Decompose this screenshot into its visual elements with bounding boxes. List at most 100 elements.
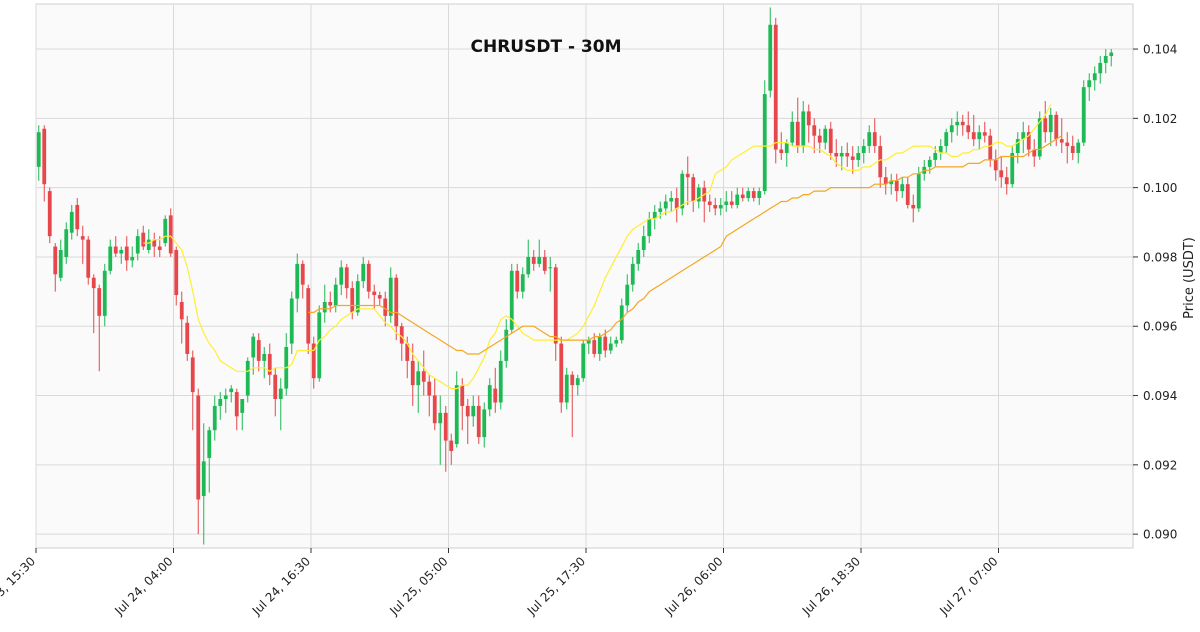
candle-body-down xyxy=(707,201,712,205)
candle-body-up xyxy=(669,198,674,202)
candle-body-down xyxy=(267,353,272,375)
candle-body-up xyxy=(1098,62,1103,74)
candle-body-up xyxy=(1087,80,1092,88)
candle-body-up xyxy=(839,152,844,157)
candle-body-up xyxy=(504,329,509,361)
candle-body-up xyxy=(889,180,894,185)
candle-body-up xyxy=(867,132,872,147)
candle-body-up xyxy=(361,263,366,282)
candle-body-up xyxy=(333,284,338,306)
candle-body-down xyxy=(399,326,404,344)
candle-body-up xyxy=(130,256,135,261)
candle-body-down xyxy=(971,132,976,140)
candle-body-up xyxy=(762,94,767,192)
candle-body-up xyxy=(471,405,476,417)
y-tick-label: 0.090 xyxy=(1143,528,1177,542)
x-tick-label: Jul 27, 07:00 xyxy=(936,554,1000,618)
candle-body-up xyxy=(64,229,69,257)
candle-body-down xyxy=(179,301,184,320)
candle-body-down xyxy=(47,191,52,237)
candle-body-down xyxy=(779,149,784,153)
candle-body-down xyxy=(751,191,756,199)
candle-body-down xyxy=(713,204,718,209)
candle-body-up xyxy=(102,270,107,316)
candle-body-down xyxy=(256,340,261,361)
candle-body-up xyxy=(658,208,663,212)
candle-body-down xyxy=(1054,114,1059,140)
candle-body-down xyxy=(80,236,85,240)
x-tick-label: Jul 26, 18:30 xyxy=(799,554,863,618)
candle-body-up xyxy=(586,340,591,344)
candle-body-up xyxy=(317,312,322,379)
candle-body-down xyxy=(75,204,80,230)
candle-body-down xyxy=(1026,132,1031,150)
candle-body-up xyxy=(724,201,729,205)
candle-body-up xyxy=(636,250,641,264)
candle-body-up xyxy=(641,236,646,251)
candle-body-up xyxy=(526,256,531,275)
candle-body-up xyxy=(625,284,630,306)
candle-body-down xyxy=(1032,149,1037,157)
candle-body-up xyxy=(509,270,514,330)
candle-body-down xyxy=(344,267,349,289)
candle-body-up xyxy=(537,256,542,264)
candle-body-down xyxy=(806,111,811,126)
candle-body-up xyxy=(487,385,492,410)
x-tick-label: Jul 24, 16:30 xyxy=(249,554,313,618)
candle-body-down xyxy=(124,246,129,261)
candle-body-down xyxy=(449,440,454,451)
y-tick-label: 0.102 xyxy=(1143,112,1177,126)
candle-body-down xyxy=(383,298,388,316)
candle-body-down xyxy=(1065,142,1070,147)
candle-body-down xyxy=(966,125,971,133)
y-tick-label: 0.098 xyxy=(1143,250,1177,264)
candle-body-down xyxy=(592,340,597,354)
moving-average-fast-line xyxy=(143,104,1052,390)
x-tick-label: Jul 26, 06:00 xyxy=(661,554,725,618)
candle-body-down xyxy=(515,270,520,292)
candle-body-down xyxy=(850,156,855,160)
candle-body-down xyxy=(817,135,822,143)
y-axis: 0.090 0.092 0.094 0.096 0.098 0.100 0.102 0.104 xyxy=(1133,43,1177,542)
candle-body-up xyxy=(630,263,635,285)
y-axis-label: Price (USDT) xyxy=(1182,237,1197,319)
candle-body-up xyxy=(619,305,624,341)
candle-body-down xyxy=(834,152,839,157)
y-tick-label: 0.096 xyxy=(1143,320,1177,334)
candle-body-up xyxy=(135,236,140,254)
candle-body-up xyxy=(823,128,828,143)
candle-body-down xyxy=(812,125,817,136)
candle-body-up xyxy=(663,201,668,209)
candle-body-up xyxy=(597,336,602,354)
candle-body-up xyxy=(801,111,806,147)
candle-body-down xyxy=(300,263,305,285)
x-tick-label: Jul 23, 15:30 xyxy=(0,554,38,618)
candle-body-up xyxy=(1021,132,1026,140)
candle-body-down xyxy=(1043,118,1048,133)
candle-body-down xyxy=(729,201,734,205)
y-tick-label: 0.092 xyxy=(1143,458,1177,472)
x-gridlines xyxy=(35,4,999,548)
candle-body-down xyxy=(993,159,998,171)
candle-body-down xyxy=(185,322,190,354)
candle-body-up xyxy=(977,132,982,140)
candle-body-up xyxy=(647,218,652,237)
candle-body-up xyxy=(388,277,393,316)
candle-body-down xyxy=(328,301,333,306)
candle-body-up xyxy=(251,336,256,358)
candle-body-down xyxy=(559,343,564,403)
candle-body-down xyxy=(432,395,437,424)
candle-body-down xyxy=(1004,177,1009,185)
candle-body-up xyxy=(790,121,795,143)
candle-body-up xyxy=(36,132,41,167)
candle-body-down xyxy=(86,239,91,278)
candle-body-up xyxy=(355,281,360,313)
candle-body-up xyxy=(746,191,751,199)
candle-body-down xyxy=(53,246,58,275)
candle-body-down xyxy=(872,132,877,147)
candle-body-up xyxy=(1037,118,1042,157)
candle-body-down xyxy=(311,343,316,379)
candle-body-up xyxy=(652,211,657,219)
candle-body-up xyxy=(927,159,932,167)
candle-body-down xyxy=(427,381,432,396)
